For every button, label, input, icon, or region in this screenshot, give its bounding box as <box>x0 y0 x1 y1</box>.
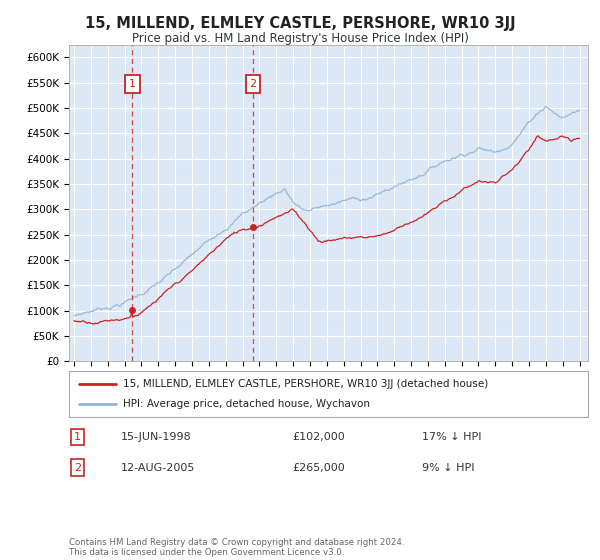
Text: 15, MILLEND, ELMLEY CASTLE, PERSHORE, WR10 3JJ: 15, MILLEND, ELMLEY CASTLE, PERSHORE, WR… <box>85 16 515 31</box>
Text: 12-AUG-2005: 12-AUG-2005 <box>121 463 195 473</box>
Text: 2: 2 <box>250 80 257 89</box>
Text: 15, MILLEND, ELMLEY CASTLE, PERSHORE, WR10 3JJ (detached house): 15, MILLEND, ELMLEY CASTLE, PERSHORE, WR… <box>124 379 489 389</box>
Text: 15-JUN-1998: 15-JUN-1998 <box>121 432 191 442</box>
Text: 17% ↓ HPI: 17% ↓ HPI <box>422 432 481 442</box>
Text: Price paid vs. HM Land Registry's House Price Index (HPI): Price paid vs. HM Land Registry's House … <box>131 32 469 45</box>
Text: 2: 2 <box>74 463 82 473</box>
Text: £102,000: £102,000 <box>292 432 345 442</box>
Text: 1: 1 <box>74 432 81 442</box>
Text: HPI: Average price, detached house, Wychavon: HPI: Average price, detached house, Wych… <box>124 399 370 409</box>
Text: 1: 1 <box>128 80 136 89</box>
Text: Contains HM Land Registry data © Crown copyright and database right 2024.
This d: Contains HM Land Registry data © Crown c… <box>69 538 404 557</box>
Text: 9% ↓ HPI: 9% ↓ HPI <box>422 463 475 473</box>
Text: £265,000: £265,000 <box>292 463 345 473</box>
